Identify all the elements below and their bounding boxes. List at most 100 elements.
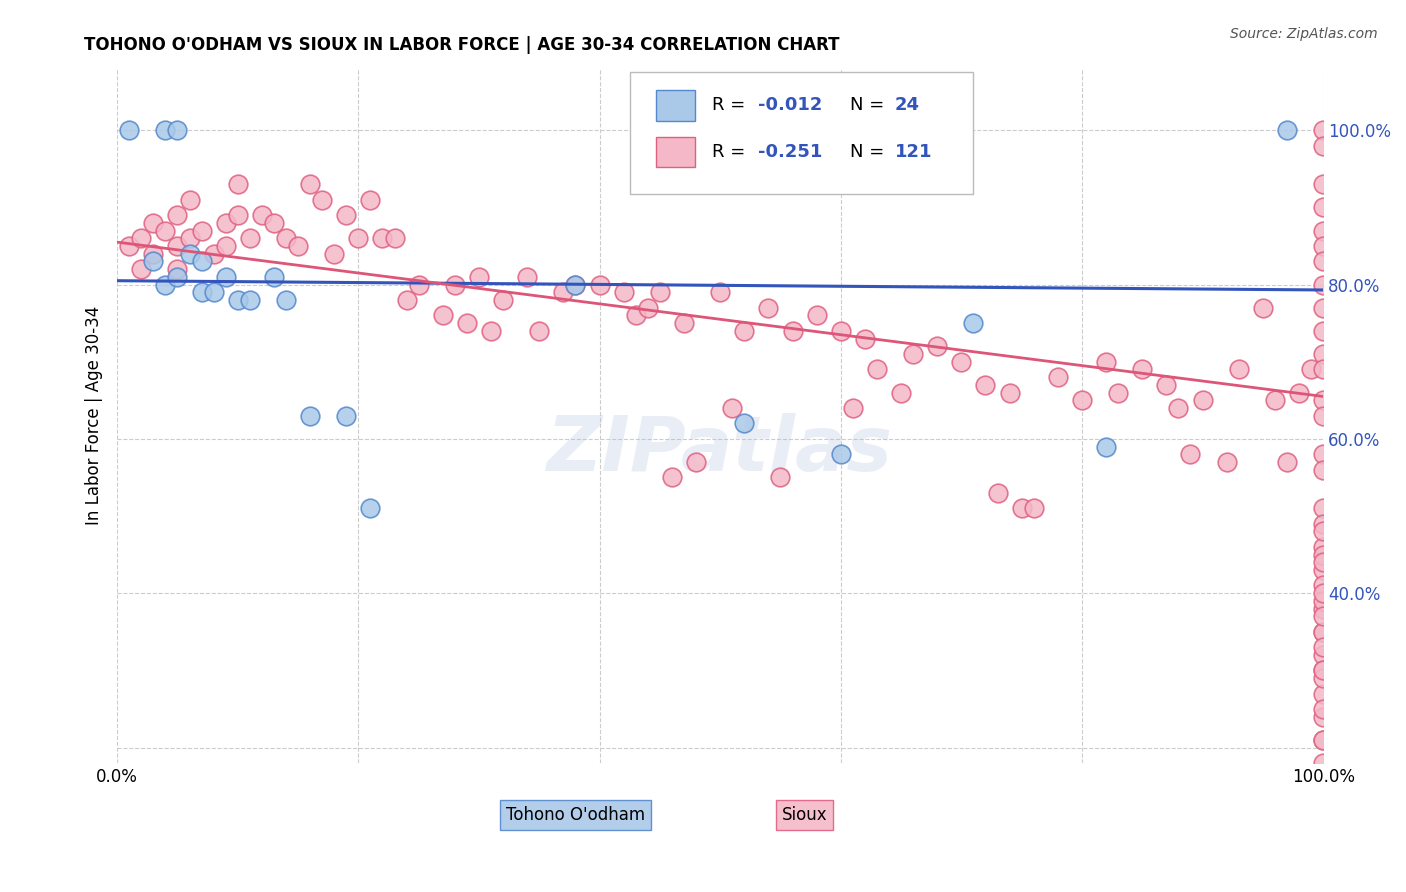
Point: [1095, 440, 1118, 454]
Point: [1312, 563, 1334, 577]
Text: R =: R =: [711, 96, 751, 114]
Point: [1046, 370, 1069, 384]
Point: [648, 285, 671, 300]
Point: [1312, 709, 1334, 723]
Point: [1227, 362, 1250, 376]
Point: [468, 269, 491, 284]
Point: [1312, 578, 1334, 592]
Point: [226, 178, 249, 192]
Point: [769, 470, 792, 484]
Point: [1011, 501, 1033, 516]
Point: [1312, 178, 1334, 192]
Point: [202, 246, 225, 260]
Point: [131, 262, 153, 277]
Point: [1299, 362, 1322, 376]
Point: [998, 385, 1021, 400]
Point: [239, 231, 262, 245]
Point: [1312, 393, 1334, 408]
Point: [215, 269, 238, 284]
Text: Tohono O'odham: Tohono O'odham: [506, 806, 645, 824]
Text: N =: N =: [851, 143, 890, 161]
Point: [1107, 385, 1129, 400]
Y-axis label: In Labor Force | Age 30-34: In Labor Force | Age 30-34: [86, 306, 103, 525]
Point: [950, 355, 973, 369]
Point: [226, 208, 249, 222]
Point: [624, 309, 647, 323]
Point: [986, 486, 1008, 500]
Point: [1312, 540, 1334, 554]
Text: -0.251: -0.251: [758, 143, 823, 161]
Point: [1312, 640, 1334, 655]
Point: [1312, 686, 1334, 700]
Point: [1312, 201, 1334, 215]
Point: [118, 239, 141, 253]
Point: [347, 231, 370, 245]
Point: [1312, 516, 1334, 531]
Point: [311, 193, 333, 207]
Text: 121: 121: [896, 143, 932, 161]
Point: [166, 262, 188, 277]
Point: [806, 309, 828, 323]
Point: [1312, 702, 1334, 716]
Point: [685, 455, 707, 469]
Text: Source: ZipAtlas.com: Source: ZipAtlas.com: [1230, 27, 1378, 41]
Bar: [657, 136, 695, 167]
Point: [853, 332, 876, 346]
Point: [371, 231, 394, 245]
Point: [444, 277, 467, 292]
Point: [155, 277, 177, 292]
Point: [166, 208, 188, 222]
Point: [901, 347, 924, 361]
Point: [1312, 601, 1334, 615]
Point: [408, 277, 430, 292]
Point: [672, 316, 695, 330]
Point: [1312, 732, 1334, 747]
Point: [1288, 385, 1310, 400]
Point: [299, 178, 322, 192]
Point: [1312, 463, 1334, 477]
Point: [842, 401, 865, 415]
Point: [1312, 609, 1334, 624]
Point: [142, 246, 165, 260]
Point: [1180, 447, 1202, 461]
Point: [974, 377, 997, 392]
Point: [1312, 409, 1334, 423]
Point: [1312, 239, 1334, 253]
Point: [359, 501, 381, 516]
Point: [263, 216, 285, 230]
Point: [179, 193, 201, 207]
Point: [758, 301, 780, 315]
Point: [190, 285, 212, 300]
Point: [553, 285, 575, 300]
Point: [1275, 123, 1298, 137]
Point: [142, 216, 165, 230]
Point: [335, 409, 357, 423]
Point: [274, 293, 297, 307]
Point: [432, 309, 454, 323]
Point: [166, 123, 188, 137]
Point: [1312, 624, 1334, 639]
Point: [709, 285, 731, 300]
Point: [637, 301, 659, 315]
Point: [1312, 277, 1334, 292]
Point: [1312, 664, 1334, 678]
Point: [733, 417, 755, 431]
Point: [202, 285, 225, 300]
Point: [1264, 393, 1286, 408]
Point: [274, 231, 297, 245]
Point: [1312, 501, 1334, 516]
Point: [1312, 347, 1334, 361]
Point: [661, 470, 683, 484]
Point: [1071, 393, 1094, 408]
Point: [166, 269, 188, 284]
Point: [226, 293, 249, 307]
Text: 24: 24: [896, 96, 920, 114]
Point: [456, 316, 478, 330]
Point: [1215, 455, 1237, 469]
Point: [613, 285, 636, 300]
Point: [1312, 123, 1334, 137]
Point: [179, 246, 201, 260]
Point: [1312, 648, 1334, 662]
Point: [1275, 455, 1298, 469]
Point: [131, 231, 153, 245]
